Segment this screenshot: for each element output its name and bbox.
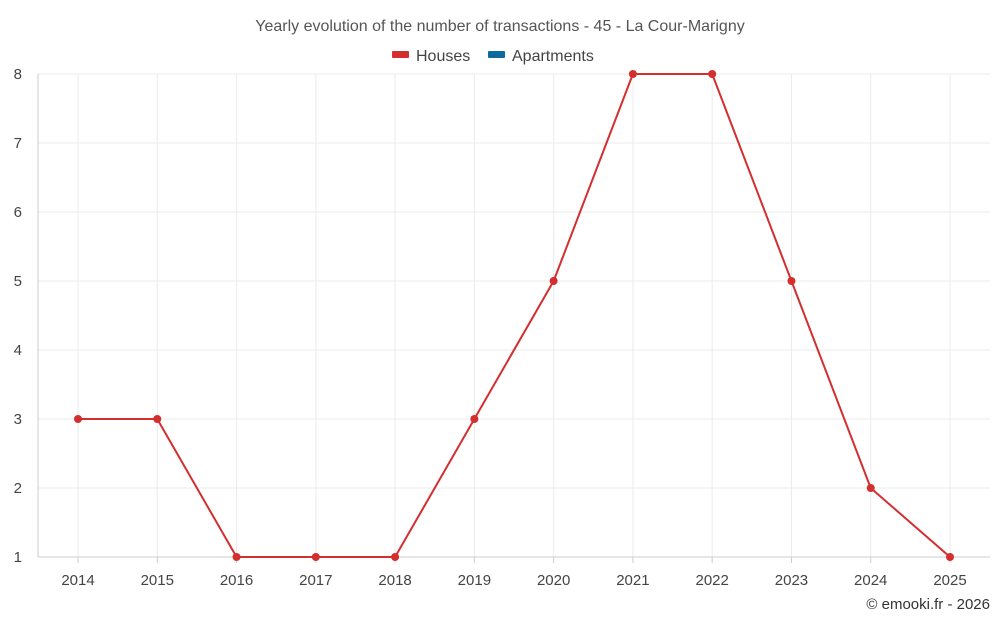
x-tick-label: 2016 [220, 572, 253, 589]
credit-text: © emooki.fr - 2026 [866, 596, 990, 613]
legend: Houses Apartments [392, 48, 594, 65]
data-point-houses[interactable] [549, 277, 558, 285]
x-tick-label: 2015 [141, 572, 174, 589]
legend-label-houses: Houses [416, 48, 470, 65]
axes: 1 2 3 4 5 6 7 8 2014 2015 2016 2017 2018 2019 2020 2021… [14, 66, 990, 589]
x-tick-label: 2019 [458, 572, 491, 589]
data-point-houses[interactable] [628, 70, 637, 78]
data-point-houses[interactable] [787, 277, 796, 285]
data-point-houses[interactable] [946, 553, 954, 561]
legend-label-apartments: Apartments [512, 48, 594, 65]
series [74, 70, 954, 561]
x-tick-label: 2020 [537, 572, 570, 589]
chart-title: Yearly evolution of the number of transa… [255, 18, 744, 35]
x-tick-label: 2021 [616, 572, 649, 589]
y-tick-label: 4 [14, 342, 22, 359]
x-tick-label: 2014 [61, 572, 94, 589]
x-tick-label: 2017 [299, 572, 332, 589]
data-point-houses[interactable] [74, 415, 82, 423]
x-tick-label: 2023 [775, 572, 808, 589]
data-point-houses[interactable] [391, 553, 400, 561]
y-tick-label: 8 [14, 66, 22, 83]
data-point-houses[interactable] [311, 553, 320, 561]
x-tick-label: 2024 [854, 572, 887, 589]
data-point-houses[interactable] [470, 415, 479, 423]
y-tick-label: 1 [14, 549, 22, 566]
y-tick-label: 7 [14, 135, 22, 152]
x-tick-label: 2022 [695, 572, 728, 589]
data-point-houses[interactable] [708, 70, 717, 78]
legend-item-apartments[interactable]: Apartments [488, 48, 594, 65]
y-tick-label: 3 [14, 411, 22, 428]
data-point-houses[interactable] [866, 484, 875, 492]
x-tick-label: 2025 [933, 572, 966, 589]
y-tick-label: 5 [14, 273, 22, 290]
y-tick-label: 2 [14, 480, 22, 497]
legend-item-houses[interactable]: Houses [392, 48, 470, 65]
data-point-houses[interactable] [153, 415, 162, 423]
series-line-houses [78, 73, 951, 558]
x-tick-label: 2018 [378, 572, 411, 589]
data-point-houses[interactable] [232, 553, 241, 561]
legend-swatch-apartments [488, 51, 505, 58]
grid [38, 73, 990, 558]
legend-swatch-houses [392, 51, 409, 58]
y-tick-label: 6 [14, 204, 22, 221]
